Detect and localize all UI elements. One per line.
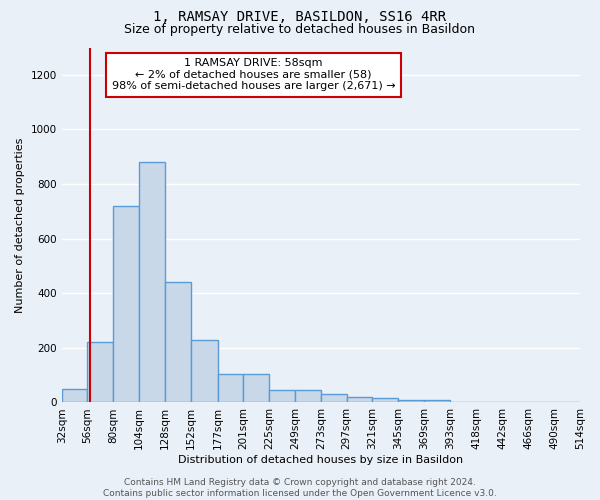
- Bar: [244, 374, 269, 402]
- Bar: [165, 282, 191, 403]
- Bar: [321, 394, 347, 402]
- Text: 1 RAMSAY DRIVE: 58sqm
← 2% of detached houses are smaller (58)
98% of semi-detac: 1 RAMSAY DRIVE: 58sqm ← 2% of detached h…: [112, 58, 395, 92]
- Bar: [373, 398, 398, 402]
- Bar: [113, 206, 139, 402]
- Bar: [139, 162, 165, 402]
- Bar: [347, 397, 373, 402]
- Y-axis label: Number of detached properties: Number of detached properties: [15, 138, 25, 312]
- Bar: [218, 374, 244, 402]
- Text: Contains HM Land Registry data © Crown copyright and database right 2024.
Contai: Contains HM Land Registry data © Crown c…: [103, 478, 497, 498]
- X-axis label: Distribution of detached houses by size in Basildon: Distribution of detached houses by size …: [178, 455, 463, 465]
- Bar: [295, 390, 321, 402]
- Bar: [424, 400, 450, 402]
- Bar: [191, 340, 218, 402]
- Bar: [62, 389, 88, 402]
- Bar: [269, 390, 295, 402]
- Bar: [88, 342, 113, 402]
- Text: 1, RAMSAY DRIVE, BASILDON, SS16 4RR: 1, RAMSAY DRIVE, BASILDON, SS16 4RR: [154, 10, 446, 24]
- Text: Size of property relative to detached houses in Basildon: Size of property relative to detached ho…: [125, 22, 476, 36]
- Bar: [398, 400, 424, 402]
